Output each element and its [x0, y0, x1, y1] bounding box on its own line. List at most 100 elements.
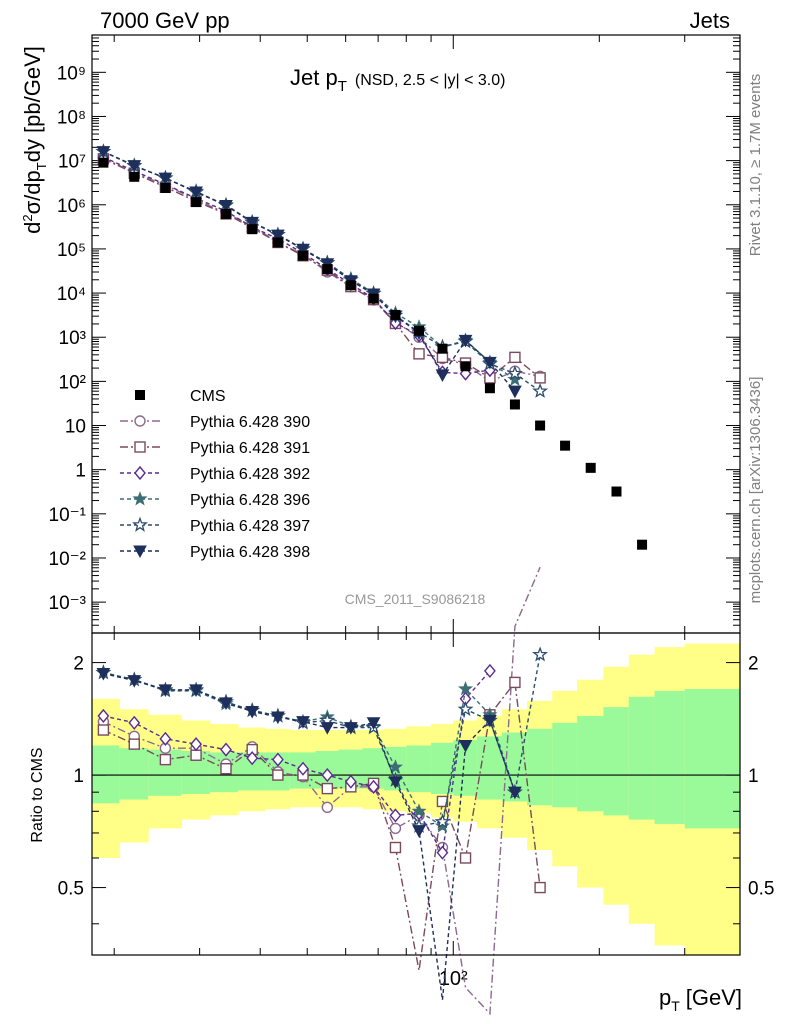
cms-point	[437, 343, 448, 354]
ratio-point	[128, 738, 140, 750]
ratio-point	[297, 761, 309, 776]
legend-marker	[132, 516, 148, 532]
cms-point	[535, 420, 546, 431]
y-tick-label: 10⁴	[57, 284, 86, 305]
ratio-point	[190, 749, 202, 761]
ratio-point	[458, 739, 473, 753]
ratio-point	[508, 786, 522, 800]
cms-point	[322, 264, 333, 275]
green-band	[654, 690, 686, 824]
legend-label: CMS	[190, 388, 226, 405]
cms-point	[460, 361, 471, 372]
y-tick-label: 10⁻²	[49, 549, 87, 570]
series-point	[483, 356, 497, 370]
series-point	[413, 348, 425, 360]
series-point	[189, 186, 203, 200]
ratio-point	[389, 808, 402, 823]
x-axis-label-sub: T	[671, 998, 680, 1014]
ratio-point	[190, 737, 202, 752]
legend: CMS Pythia 6.428 390 Pythia 6.428 391 Pythi…	[120, 388, 310, 561]
ratio-point	[436, 795, 449, 808]
ratio-tick-label: 1	[748, 766, 759, 787]
series-point	[296, 243, 310, 257]
series-point	[506, 365, 523, 381]
green-band	[119, 748, 149, 800]
ratio-point	[246, 751, 259, 766]
series-point	[532, 382, 549, 398]
series-point	[458, 334, 473, 348]
cms-point	[560, 440, 571, 451]
ratio-point	[219, 697, 233, 710]
ratio-point	[434, 813, 451, 829]
ratio-point	[220, 763, 232, 775]
series-point	[245, 216, 260, 230]
watermark: CMS_2011_S9086218	[345, 591, 486, 607]
green-band	[92, 745, 120, 804]
x-axis-label-unit: [GeV]	[686, 985, 742, 1010]
cms-point	[129, 171, 140, 182]
ratio-point	[389, 822, 402, 835]
ratio-point	[128, 715, 141, 730]
ratio-tick-label: 0.5	[58, 879, 84, 900]
ratio-point	[459, 852, 472, 864]
cms-point	[191, 197, 202, 208]
y-tick-label: 10	[65, 417, 86, 438]
ratio-tick-label: 2	[73, 654, 84, 675]
ratio-point	[411, 803, 427, 818]
legend-label: Pythia 6.428 397	[190, 518, 310, 535]
y-tick-label: 10⁵	[57, 240, 86, 261]
cms-point	[272, 237, 283, 248]
series-point	[158, 172, 173, 186]
header-right: Jets	[690, 8, 730, 33]
ratio-point	[320, 722, 335, 735]
plot-title-extra: (NSD, 2.5 < |y| < 3.0)	[355, 72, 506, 89]
ratio-point	[159, 731, 172, 746]
ratio-point	[509, 676, 521, 689]
mcplots-label: mcplots.cern.ch [arXiv:1306.3436]	[747, 377, 764, 604]
series-point	[508, 385, 522, 399]
series-line	[103, 156, 491, 375]
ratio-frame	[91, 632, 741, 956]
ratio-point	[321, 767, 334, 783]
series-point	[534, 372, 546, 384]
ratio-axis-label: Ratio to CMS	[29, 747, 46, 842]
y-tick-label: 10⁹	[57, 63, 86, 84]
ratio-point	[367, 779, 380, 794]
legend-marker	[134, 465, 146, 481]
ratio-point	[483, 714, 497, 728]
ratio-point	[321, 782, 334, 795]
ratio-marks	[95, 566, 549, 1016]
y-tick-label: 10⁷	[58, 152, 86, 173]
ratio-point	[387, 759, 403, 774]
y-tick-label: 10⁶	[57, 196, 86, 217]
ratio-point	[97, 724, 110, 736]
ratio-point	[344, 774, 357, 789]
ratio-point	[158, 684, 173, 697]
cms-point	[297, 250, 308, 261]
ratio-point	[296, 716, 310, 729]
main-panel: 10⁻³10⁻²10⁻¹11010²10³10⁴10⁵10⁶10⁷10⁸10⁹ …	[20, 34, 741, 634]
green-band	[431, 742, 454, 794]
legend-marker	[135, 390, 145, 400]
ratio-point	[457, 700, 474, 717]
cms-point	[390, 309, 401, 320]
ratio-point	[220, 742, 232, 757]
legend-label: Pythia 6.428 398	[190, 544, 310, 561]
green-band	[406, 745, 432, 793]
legend-label: Pythia 6.428 391	[190, 440, 310, 457]
cms-point	[345, 280, 356, 291]
ratio-point	[96, 667, 111, 681]
ratio-panel: 10² 0.5 0.5 1 1 2 2 Ratio to CMS	[29, 566, 774, 1016]
ratio-point	[321, 801, 334, 813]
y-tick-label: 1	[75, 461, 86, 482]
green-band	[684, 688, 741, 829]
green-band	[552, 722, 578, 808]
main-axes: 10⁻³ 10⁻² 10⁻¹ 1 10 10² 10³ 10⁴ 10⁵ 10⁶ 10⁷ 10⁸ 10⁹	[49, 34, 740, 634]
ratio-point	[412, 825, 426, 838]
ratio-point	[189, 684, 203, 697]
ratio-point	[97, 708, 110, 723]
green-band	[628, 696, 656, 820]
legend-marker	[132, 491, 148, 506]
ratio-point	[271, 752, 284, 767]
ratio-point	[532, 646, 549, 662]
